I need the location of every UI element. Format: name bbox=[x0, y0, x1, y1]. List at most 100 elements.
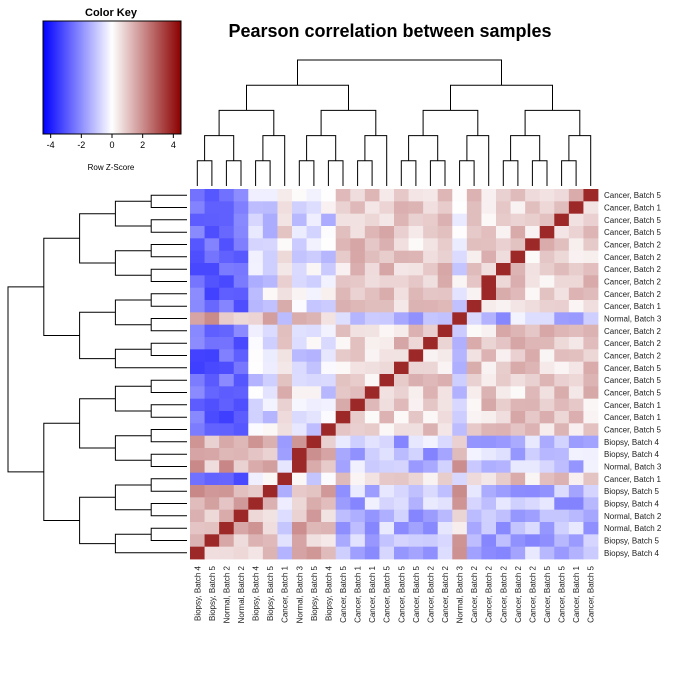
heatmap-cell bbox=[568, 386, 584, 400]
heatmap-cell bbox=[539, 250, 555, 264]
heatmap-cell bbox=[292, 509, 307, 523]
column-label: Biopsy, Batch 5 bbox=[310, 565, 319, 621]
column-label: Normal, Batch 2 bbox=[237, 565, 246, 623]
heatmap-cell bbox=[496, 497, 511, 511]
heatmap-cell bbox=[233, 287, 249, 301]
heatmap-cell bbox=[335, 485, 351, 498]
heatmap-cell bbox=[233, 361, 249, 375]
heatmap-cell bbox=[262, 189, 278, 202]
heatmap-cell bbox=[321, 423, 337, 437]
heatmap-cell bbox=[364, 448, 380, 461]
heatmap-cell bbox=[437, 534, 453, 548]
heatmap-cell bbox=[525, 312, 541, 326]
heatmap-cell bbox=[306, 534, 322, 548]
heatmap-cell bbox=[423, 213, 439, 227]
heatmap-cell bbox=[539, 472, 555, 486]
heatmap-cell bbox=[466, 349, 482, 363]
heatmap-cell bbox=[204, 411, 220, 424]
heatmap-cell bbox=[510, 226, 526, 239]
heatmap-cell bbox=[379, 250, 395, 264]
heatmap-cell bbox=[394, 213, 409, 227]
heatmap-cell bbox=[554, 509, 570, 523]
heatmap-cell bbox=[408, 250, 424, 264]
heatmap-cell bbox=[292, 337, 307, 350]
heatmap-cell bbox=[525, 398, 541, 412]
heatmap-cell bbox=[379, 497, 395, 511]
heatmap-cell bbox=[525, 423, 541, 437]
heatmap-cell bbox=[466, 485, 482, 498]
heatmap-cell bbox=[248, 337, 264, 350]
heatmap-cell bbox=[510, 534, 526, 548]
heatmap-cell bbox=[379, 472, 395, 486]
row-dendrogram-branch bbox=[150, 453, 187, 467]
heatmap-cell bbox=[321, 287, 337, 301]
heatmap-cell bbox=[496, 349, 511, 363]
column-dendrogram-branch bbox=[357, 160, 373, 186]
heatmap-cell bbox=[408, 201, 424, 215]
heatmap-cell bbox=[204, 448, 220, 461]
column-label: Cancer, Batch 1 bbox=[572, 565, 581, 622]
heatmap-cell bbox=[554, 423, 570, 437]
heatmap-cell bbox=[481, 398, 497, 412]
heatmap-cell bbox=[539, 448, 555, 461]
heatmap-cell bbox=[583, 324, 599, 338]
heatmap-cell bbox=[379, 349, 395, 363]
heatmap-cell bbox=[248, 374, 264, 387]
heatmap-cell bbox=[481, 472, 497, 486]
column-label: Normal, Batch 3 bbox=[456, 565, 465, 623]
heatmap-cell bbox=[539, 509, 555, 523]
heatmap-cell bbox=[510, 398, 526, 412]
heatmap-cell bbox=[233, 263, 249, 276]
heatmap-cell bbox=[233, 189, 249, 202]
heatmap-cell bbox=[539, 497, 555, 511]
heatmap-cell bbox=[321, 238, 337, 252]
column-dendrogram-branch bbox=[320, 109, 377, 136]
heatmap-cell bbox=[583, 300, 599, 313]
heatmap-cell bbox=[394, 263, 409, 276]
heatmap-cell bbox=[554, 226, 570, 239]
heatmap-cell bbox=[394, 324, 409, 338]
heatmap-cell bbox=[394, 374, 409, 387]
heatmap-cell bbox=[525, 509, 541, 523]
heatmap-cell bbox=[262, 238, 278, 252]
heatmap-cell bbox=[452, 361, 468, 375]
column-dendrogram-branch bbox=[204, 135, 235, 161]
heatmap-cell bbox=[568, 374, 584, 387]
heatmap-cell bbox=[539, 398, 555, 412]
heatmap-cell bbox=[452, 374, 468, 387]
heatmap-cell bbox=[510, 460, 526, 474]
heatmap-cell bbox=[364, 213, 380, 227]
heatmap-cell bbox=[350, 349, 366, 363]
heatmap-cell bbox=[379, 201, 395, 215]
heatmap-cell bbox=[204, 349, 220, 363]
row-label: Biopsy, Batch 4 bbox=[604, 438, 660, 447]
heatmap-cell bbox=[568, 189, 584, 202]
row-dendrogram-branch bbox=[43, 237, 80, 336]
heatmap-cell bbox=[437, 485, 453, 498]
column-dendrogram-branch bbox=[510, 135, 541, 161]
color-key: Color Key -4 -2 0 2 4 Row Z-Score bbox=[42, 7, 182, 172]
heatmap-cell bbox=[437, 546, 453, 560]
heatmap-cell bbox=[219, 349, 235, 363]
heatmap-cell bbox=[233, 497, 249, 511]
heatmap-cell bbox=[496, 472, 511, 486]
heatmap-cell bbox=[277, 374, 293, 387]
heatmap-cell bbox=[379, 324, 395, 338]
heatmap-cell bbox=[525, 226, 541, 239]
heatmap-cell bbox=[379, 509, 395, 523]
row-label: Normal, Batch 3 bbox=[604, 463, 662, 472]
heatmap-cell bbox=[321, 435, 337, 449]
row-dendrogram-branch bbox=[150, 527, 187, 541]
heatmap-cell bbox=[335, 263, 351, 276]
heatmap-cell bbox=[408, 534, 424, 548]
row-dendrogram-branch bbox=[150, 429, 187, 443]
heatmap-cell bbox=[262, 509, 278, 523]
heatmap-cell bbox=[306, 509, 322, 523]
heatmap-cell bbox=[292, 213, 307, 227]
heatmap-cell bbox=[204, 263, 220, 276]
heatmap-cell bbox=[437, 189, 453, 202]
heatmap-cell bbox=[321, 398, 337, 412]
heatmap-cell bbox=[437, 349, 453, 363]
heatmap-cell bbox=[408, 509, 424, 523]
heatmap-cell bbox=[452, 263, 468, 276]
